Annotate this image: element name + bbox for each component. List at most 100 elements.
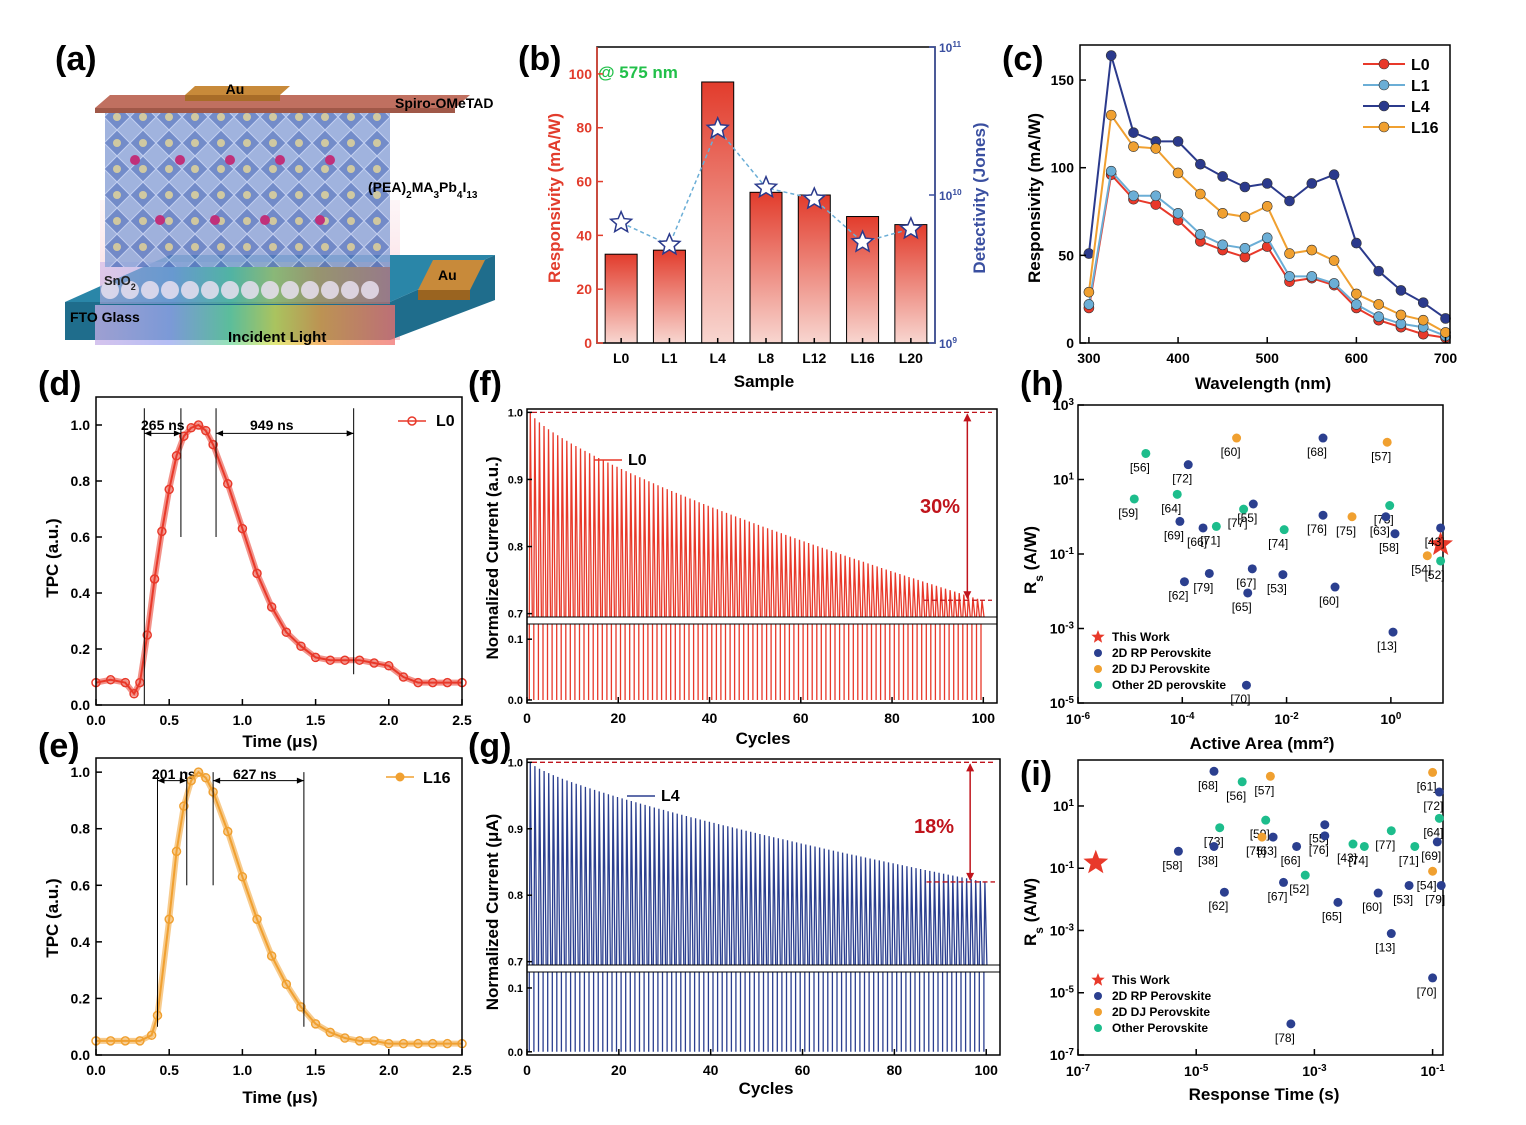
panel-d-label: (d) [38,365,81,403]
panel-d-xtick-label: 1.0 [233,712,253,728]
panel-g-drop-label: 18% [914,816,954,838]
panel-h-ref-label: [75] [1336,524,1356,538]
panel-g-ytick-label: 0.7 [508,957,523,969]
panel-d-xlabel: Time (μs) [242,732,317,751]
panel-i-legend-marker [1094,992,1102,1000]
panel-e-arrowhead [213,777,221,784]
panel-g-ytick-label: 1.0 [508,757,523,769]
panel-d-ytick-label: 0.0 [71,697,91,713]
panel-b-ylabel: Responsivity (mA/W) [545,113,564,283]
panel-f-legend-text: L0 [628,452,647,469]
panel-c-xtick-label: 600 [1345,350,1369,366]
panel-c-point-L1 [1284,271,1295,282]
panel-h-chart: [56][72][60][68][57][59][64][55][77][73]… [1050,397,1453,728]
panel-b-y2tick-label: 1011 [939,39,962,55]
panel-h-ref-label: [59] [1118,506,1138,520]
panel-c-ylabel: Responsivity (mA/W) [1025,113,1044,283]
panel-c-point-L16 [1239,211,1251,223]
panel-h-xtick-label: 10-6 [1066,711,1091,728]
panel-e-legend-marker [395,772,405,782]
panel-h-point [1279,525,1289,535]
panel-i-point [1373,888,1383,898]
panel-e-point [413,1038,423,1049]
panel-e-point [369,1036,379,1046]
panel-c-point-L16 [1195,188,1206,200]
panel-d-point [310,652,321,663]
panel-i-point [1386,826,1396,836]
panel-e-point [442,1038,453,1049]
panel-b-detectivity-point [657,231,682,256]
panel-d-point [252,568,262,579]
panel-h-legend-label: Other 2D perovskite [1112,678,1226,692]
panel-i-point [1286,1019,1296,1029]
panel-e-xtick-label: 1.0 [233,1062,253,1078]
panel-e-point [384,1038,394,1049]
panel-f-ytick-label: 0.0 [508,695,523,707]
panel-i-ytick-label: 101 [1053,797,1075,814]
panel-i-ref-label: [72] [1423,799,1443,813]
panel-e-label: (e) [38,727,80,765]
panel-d-ytick-label: 0.6 [71,529,91,545]
panel-d-point [142,630,152,640]
panel-i-ytick-label: 10-5 [1050,984,1075,1001]
panel-i-xlabel: Response Time (s) [1189,1085,1340,1104]
panel-i-ref-label: [68] [1198,778,1218,792]
panel-i-legend-marker [1091,973,1105,986]
panel-c-point-L4 [1306,178,1318,189]
panel-d-xtick-label: 0.0 [86,712,106,728]
panel-c-point-L1 [1150,190,1162,202]
panel-d-trace-band [95,422,462,697]
panel-i-xtick-label: 10-7 [1066,1063,1091,1080]
panel-i-point [1173,846,1183,856]
panel-d-point [129,689,139,699]
panel-h-ytick-label: 10-5 [1050,695,1075,712]
panel-g-arrowhead [966,872,975,881]
panel-h-ref-label: [55] [1237,511,1257,525]
panel-c-point-L16 [1373,299,1384,310]
panel-d-point [427,677,438,688]
panel-i-ref-label: [38] [1198,853,1218,867]
panel-d-point [340,655,350,665]
panel-h-point [1278,570,1288,580]
panel-h-ref-label: [43] [1425,535,1445,549]
panel-g-xtick-label: 40 [703,1062,719,1078]
top-au-electrode [185,86,290,95]
panel-g-xlabel: Cycles [739,1079,794,1098]
panel-e-ytick-label: 0.0 [71,1047,91,1063]
panel-c-xtick-label: 400 [1166,350,1190,366]
panel-i-ref-label: [52] [1289,882,1309,896]
panel-e-point [223,826,233,837]
panel-h-point [1436,556,1446,566]
organic-cations [130,155,335,225]
panel-h-point [1129,494,1139,504]
panel-i-ref-label: [54] [1417,878,1437,892]
panel-e-legend-text: L16 [423,770,451,787]
panel-d-point [223,479,233,489]
panel-h-ref-label: [60] [1221,445,1241,459]
panel-h-point [1248,499,1258,509]
panel-i-ytick-label: 10-7 [1050,1047,1075,1064]
panel-h-point [1175,516,1185,526]
panel-d-point [266,602,277,612]
panel-h-ytick-label: 101 [1053,471,1075,488]
panel-b-detectivity-point [705,115,731,140]
panel-c-point-L4 [1284,195,1295,207]
panel-i-ref-label: [60] [1362,900,1382,914]
panel-b-detectivity-point [898,215,924,240]
panel-h-ref-label: [69] [1164,528,1184,542]
panel-g-frame [526,758,1001,1056]
panel-f-ytick-label: 0.1 [508,634,523,646]
panel-e-ytick-label: 0.4 [71,934,91,950]
panel-d-point [369,658,379,668]
panel-i-point [1278,877,1288,887]
panel-i-point [1434,787,1444,797]
panel-e-arrowhead [179,777,187,784]
panel-d-point [354,655,365,665]
panel-c-point-L16 [1261,200,1273,212]
panel-d-point [442,677,453,688]
panel-h-point [1243,588,1253,598]
panel-c-point-L4 [1217,171,1228,182]
panel-i-point [1209,766,1219,776]
panel-d-decay-label: 949 ns [250,417,294,433]
panel-h-ref-label: [65] [1232,600,1252,614]
